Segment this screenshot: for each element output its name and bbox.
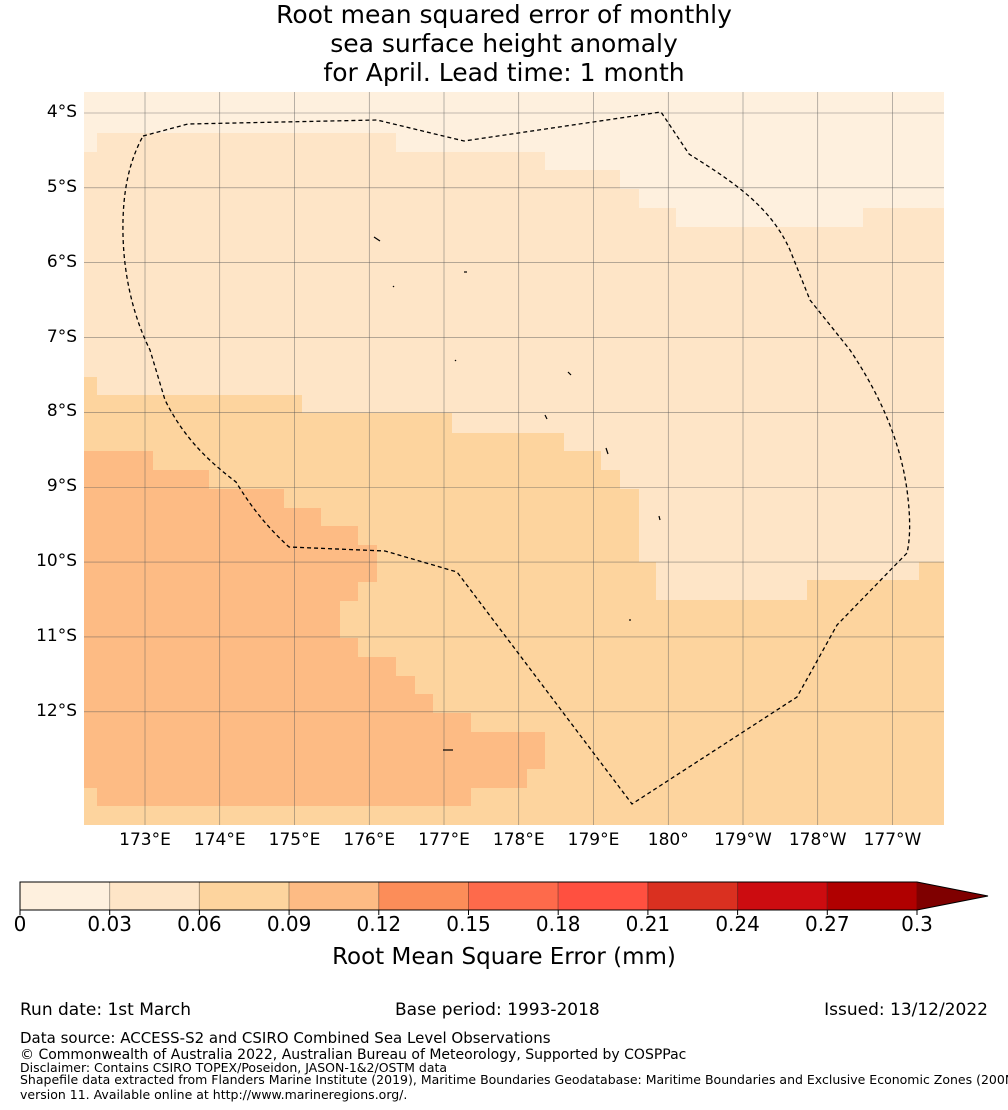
lat-tick-label: 8°S xyxy=(46,401,77,422)
colorbar-tick-label: 0.18 xyxy=(535,912,581,936)
lon-tick-label: 176°E xyxy=(343,830,396,850)
lat-tick-label: 4°S xyxy=(46,102,77,122)
eez-boundary xyxy=(122,111,911,805)
colorbar-tick-label: 0.15 xyxy=(446,912,491,936)
gridlines xyxy=(84,92,944,825)
chart-title-line-3: for April. Lead time: 1 month xyxy=(323,58,685,87)
map-area xyxy=(84,92,944,825)
base-period: Base period: 1993-2018 xyxy=(395,1000,600,1020)
shapefile-credit-1: Shapefile data extracted from Flanders M… xyxy=(20,1072,1008,1087)
colorbar-tick-label: 0.06 xyxy=(177,912,222,936)
lat-tick-label: 6°S xyxy=(46,251,77,272)
colorbar-segment xyxy=(288,881,380,911)
region-0.09-0.12 xyxy=(84,451,545,806)
chart-title-line-2: sea surface height anomaly xyxy=(330,29,678,58)
lat-tick-label: 7°S xyxy=(46,326,77,347)
colorbar-tick-label: 0 xyxy=(13,912,27,936)
lon-tick-label: 179°E xyxy=(567,830,620,850)
colorbar-tick-label: 0.12 xyxy=(356,912,402,936)
colorbar-segment xyxy=(109,881,200,911)
colorbar-tick-label: 0.21 xyxy=(625,912,671,936)
colorbar xyxy=(19,881,989,915)
lon-tick-label: 175°E xyxy=(268,830,321,850)
lon-tick-label: 174°E xyxy=(193,830,246,850)
shapefile-credit-2: version 11. Available online at http://w… xyxy=(20,1087,408,1102)
lon-tick-label: 179°W xyxy=(714,830,772,850)
data-source: Data source: ACCESS-S2 and CSIRO Combine… xyxy=(20,1029,551,1047)
lat-tick-label: 9°S xyxy=(46,476,77,497)
lon-tick-label: 173°E xyxy=(119,830,171,850)
colorbar-tick-label: 0.09 xyxy=(266,912,312,936)
colorbar-label: Root Mean Square Error (mm) xyxy=(332,944,676,970)
colorbar-segment xyxy=(198,881,290,911)
lon-tick-label: 180° xyxy=(647,830,689,850)
islands xyxy=(373,236,661,751)
colorbar-segment xyxy=(557,881,649,911)
colorbar-segment xyxy=(737,881,828,911)
colorbar-segment xyxy=(378,881,469,911)
colorbar-extend-arrow xyxy=(917,882,988,910)
colorbar-tick-label: 0.24 xyxy=(715,912,760,936)
lon-tick-label: 177°E xyxy=(418,830,470,850)
lon-tick-label: 178°E xyxy=(492,830,545,850)
lon-tick-label: 177°W xyxy=(863,830,922,850)
colorbar-segment xyxy=(826,881,918,911)
lon-tick-label: 178°W xyxy=(788,830,847,850)
region-0-0.03 xyxy=(84,92,944,227)
run-date: Run date: 1st March xyxy=(20,1000,192,1020)
issued-date: Issued: 13/12/2022 xyxy=(824,1000,988,1020)
colorbar-tick-label: 0.03 xyxy=(87,912,132,936)
colorbar-segment xyxy=(19,881,111,911)
colorbar-tick-label: 0.3 xyxy=(901,912,933,936)
lat-tick-label: 5°S xyxy=(46,176,77,197)
chart-title-line-1: Root mean squared error of monthly xyxy=(276,0,732,29)
disclaimer: Disclaimer: Contains CSIRO TOPEX/Poseido… xyxy=(20,1060,448,1075)
lat-tick-label: 12°S xyxy=(36,700,77,721)
copyright: © Commonwealth of Australia 2022, Austra… xyxy=(20,1047,687,1063)
colorbar-tick-label: 0.27 xyxy=(805,912,850,936)
colorbar-segment xyxy=(468,881,559,911)
colorbar-outline xyxy=(19,881,989,911)
colorbar-segment xyxy=(647,881,739,911)
lat-tick-label: 11°S xyxy=(36,625,77,646)
lat-tick-label: 10°S xyxy=(36,551,77,572)
